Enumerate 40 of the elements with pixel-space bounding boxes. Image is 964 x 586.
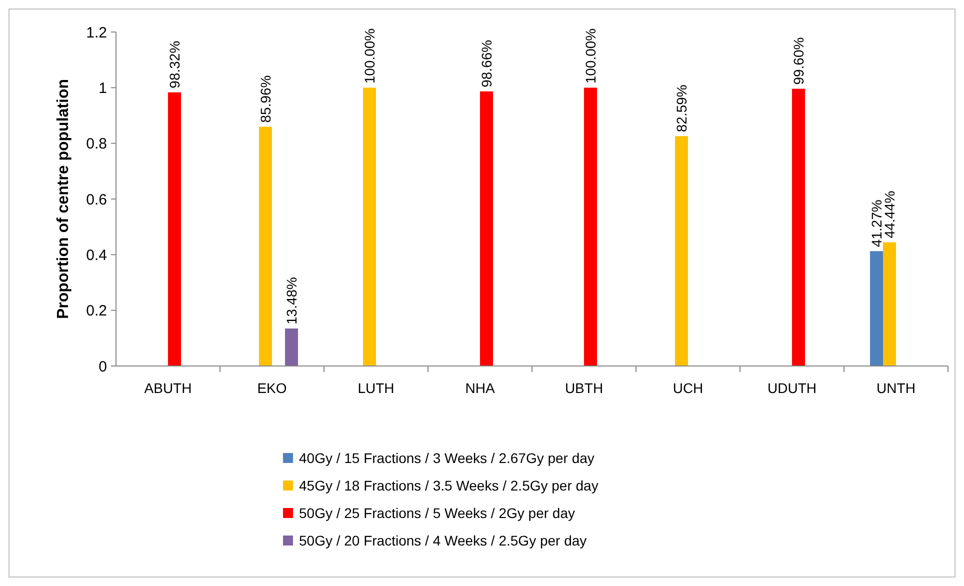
y-tick-label: 1.2: [86, 24, 107, 42]
x-tick-label: UDUTH: [768, 380, 816, 396]
data-label: 98.66%: [478, 40, 494, 88]
data-label: 41.27%: [868, 200, 884, 248]
legend-label: 50Gy / 25 Fractions / 5 Weeks / 2Gy per day: [299, 504, 575, 521]
bar: [675, 136, 688, 366]
x-tick-label: ABUTH: [144, 380, 192, 396]
bar: [363, 88, 376, 366]
y-tick-label: 0.6: [86, 191, 107, 208]
bar: [870, 251, 883, 366]
data-label: 82.59%: [674, 84, 690, 132]
x-tick-label: UCH: [672, 380, 704, 396]
x-tick-label: NHA: [465, 380, 496, 396]
bar: [285, 328, 298, 366]
legend-label: 40Gy / 15 Fractions / 3 Weeks / 2.67Gy per day: [299, 450, 594, 466]
data-label: 44.44%: [882, 190, 898, 238]
bar: [792, 88, 805, 366]
y-tick-label: 1: [98, 80, 107, 97]
x-tick-label: UNTH: [876, 380, 916, 396]
legend-label: 50Gy / 20 Fractions / 4 Weeks / 2.5Gy per day: [299, 532, 587, 548]
legend-label: 45Gy / 18 Fractions / 3.5 Weeks / 2.5Gy per day: [299, 477, 598, 494]
x-tick-label: LUTH: [358, 380, 394, 396]
bar: [584, 88, 597, 366]
y-tick-label: 0.4: [86, 246, 107, 264]
x-tick-label: EKO: [257, 380, 287, 396]
y-axis-title: Proportion of centre population: [55, 79, 72, 319]
bar: [259, 126, 272, 366]
data-label: 99.60%: [790, 37, 806, 85]
y-tick-label: 0.8: [86, 136, 107, 153]
bar: [883, 242, 896, 366]
data-label: 85.96%: [258, 75, 274, 123]
data-label: 100.00%: [362, 28, 378, 84]
data-label: 100.00%: [582, 28, 598, 84]
y-tick-label: 0.2: [86, 302, 107, 320]
x-tick-label: UBTH: [564, 380, 604, 396]
y-tick-label: 0: [98, 358, 107, 376]
bar: [168, 92, 181, 366]
data-label: 98.32%: [166, 40, 182, 88]
bar: [480, 91, 493, 366]
data-label: 13.48%: [284, 276, 300, 324]
